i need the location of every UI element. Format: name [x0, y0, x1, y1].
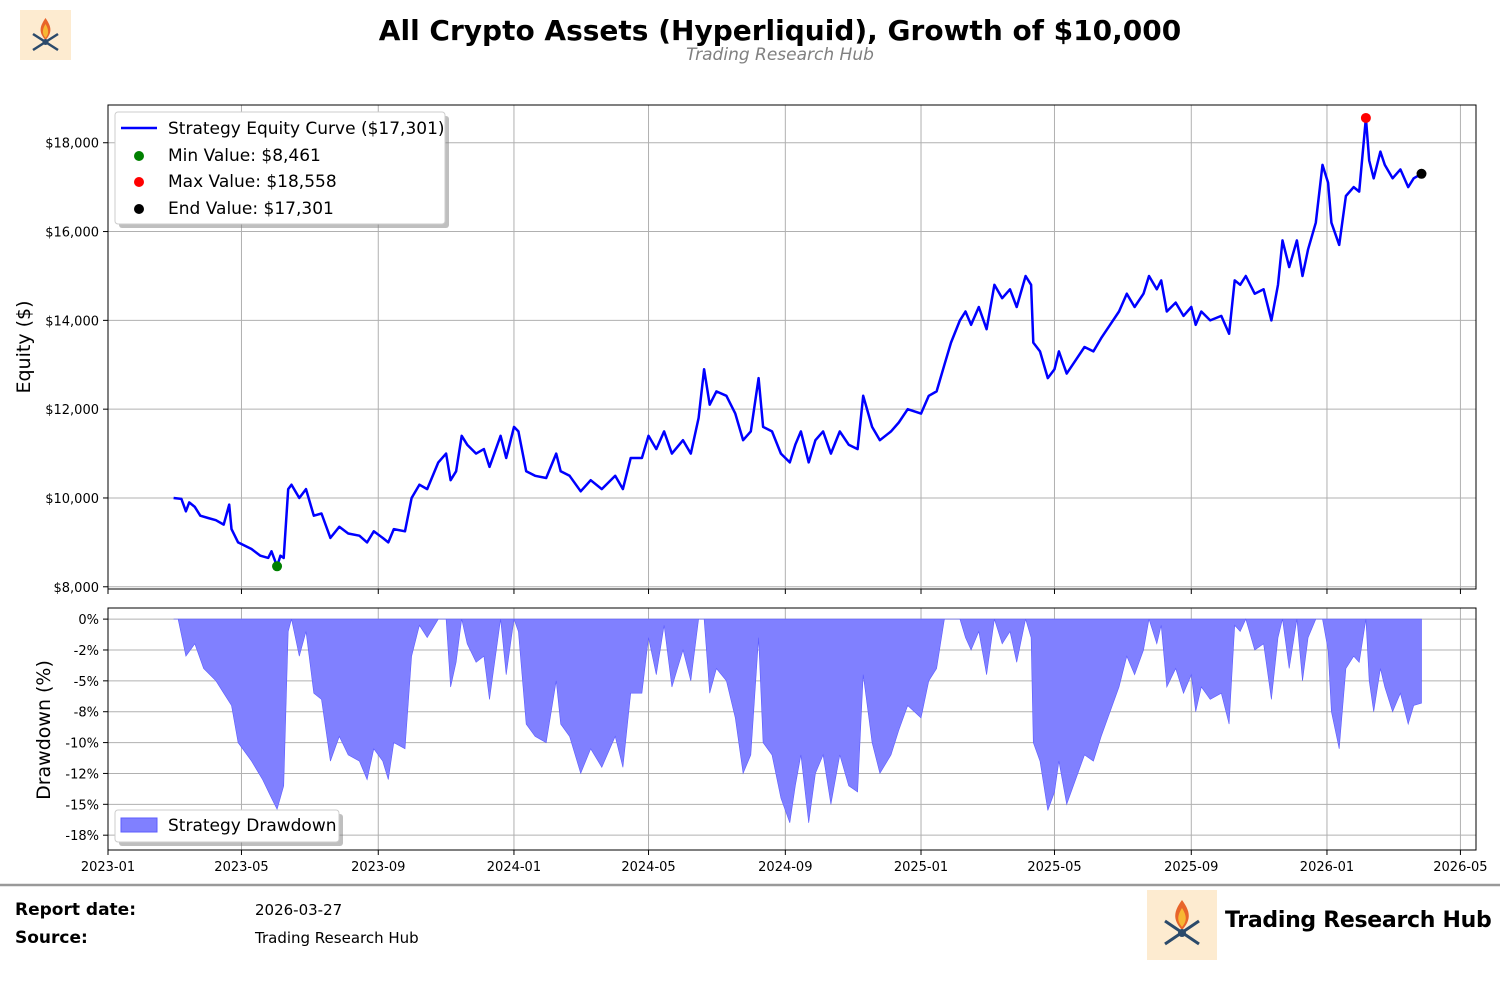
- x-tick-label: 2023-09: [351, 860, 405, 875]
- drawdown-y-tick-label: -2%: [74, 644, 99, 659]
- report-date-label: Report date:: [15, 900, 136, 920]
- drawdown-plot-frame: [107, 607, 1477, 851]
- end-value-marker: [1416, 168, 1427, 179]
- drawdown-y-tick-label: -10%: [65, 737, 99, 752]
- legend-min-label: Min Value: $8,461: [168, 146, 321, 166]
- equity-y-ticks: $8,000 $10,000 $12,000 $14,000 $16,000 $18,00…: [45, 137, 108, 596]
- page-title: All Crypto Assets (Hyperliquid), Growth …: [379, 14, 1181, 47]
- drawdown-y-tick-label: -5%: [74, 675, 99, 690]
- equity-y-tick-label: $14,000: [45, 314, 99, 329]
- legend-min-swatch: [134, 151, 144, 161]
- drawdown-y-tick-label: -12%: [65, 767, 99, 782]
- legend-end-label: End Value: $17,301: [168, 199, 334, 219]
- x-tick-label: 2025-01: [894, 860, 948, 875]
- drawdown-y-tick-label: -15%: [65, 798, 99, 813]
- equity-line: [173, 116, 1423, 568]
- drawdown-y-tick-label: -18%: [65, 829, 99, 844]
- equity-x-ticks: [107, 589, 1461, 594]
- x-tick-label: 2026-05: [1433, 860, 1487, 875]
- drawdown-y-axis-label: Drawdown (%): [33, 660, 55, 800]
- x-tick-label: 2025-09: [1164, 860, 1218, 875]
- equity-y-tick-label: $12,000: [45, 403, 99, 418]
- drawdown-y-ticks: 0% -2% -5% -8% -10% -12% -15% -18%: [65, 613, 108, 844]
- equity-legend: Strategy Equity Curve ($17,301) Min Valu…: [114, 111, 449, 228]
- legend-end-swatch: [134, 204, 144, 214]
- legend-max-swatch: [134, 177, 144, 187]
- max-value-marker: [1360, 112, 1371, 123]
- drawdown-legend: Strategy Drawdown: [114, 809, 343, 846]
- report-date-value: 2026-03-27: [255, 901, 343, 919]
- legend-drawdown-swatch: [120, 817, 158, 833]
- source-value: Trading Research Hub: [255, 929, 419, 947]
- x-tick-label: 2026-01: [1300, 860, 1354, 875]
- equity-y-tick-label: $18,000: [45, 137, 99, 152]
- x-tick-label: 2025-05: [1027, 860, 1081, 875]
- x-tick-label: 2023-05: [214, 860, 268, 875]
- page-subtitle: Trading Research Hub: [686, 45, 874, 65]
- source-label: Source:: [15, 928, 88, 948]
- x-tick-label: 2024-05: [621, 860, 675, 875]
- min-value-marker: [272, 561, 283, 572]
- drawdown-y-tick-label: 0%: [78, 613, 99, 628]
- x-tick-label: 2023-01: [81, 860, 135, 875]
- equity-y-tick-label: $16,000: [45, 226, 99, 241]
- legend-equity-label: Strategy Equity Curve ($17,301): [168, 119, 445, 139]
- drawdown-x-ticks: 2023-01 2023-05 2023-09 2024-01 2024-05 2024-…: [81, 850, 1488, 875]
- equity-y-tick-label: $10,000: [45, 492, 99, 507]
- x-tick-label: 2024-09: [758, 860, 812, 875]
- legend-max-label: Max Value: $18,558: [168, 172, 337, 192]
- equity-plot-frame: [107, 104, 1477, 590]
- x-tick-label: 2024-01: [487, 860, 541, 875]
- equity-y-tick-label: $8,000: [54, 581, 100, 596]
- equity-panel: $8,000 $10,000 $12,000 $14,000 $16,000 $18,00…: [13, 104, 1477, 596]
- drawdown-y-tick-label: -8%: [74, 706, 99, 721]
- drawdown-panel: 0%-2%-5%-8%-10%-12%-15%-18% 2023-01 2023-…: [33, 607, 1488, 875]
- drawdown-area: [173, 618, 1422, 823]
- equity-y-axis-label: Equity ($): [13, 300, 35, 393]
- brand-logo-top: [20, 10, 71, 60]
- legend-drawdown-label: Strategy Drawdown: [168, 816, 337, 836]
- brand-name: Trading Research Hub: [1225, 908, 1492, 933]
- brand-logo-bottom: [1147, 890, 1217, 960]
